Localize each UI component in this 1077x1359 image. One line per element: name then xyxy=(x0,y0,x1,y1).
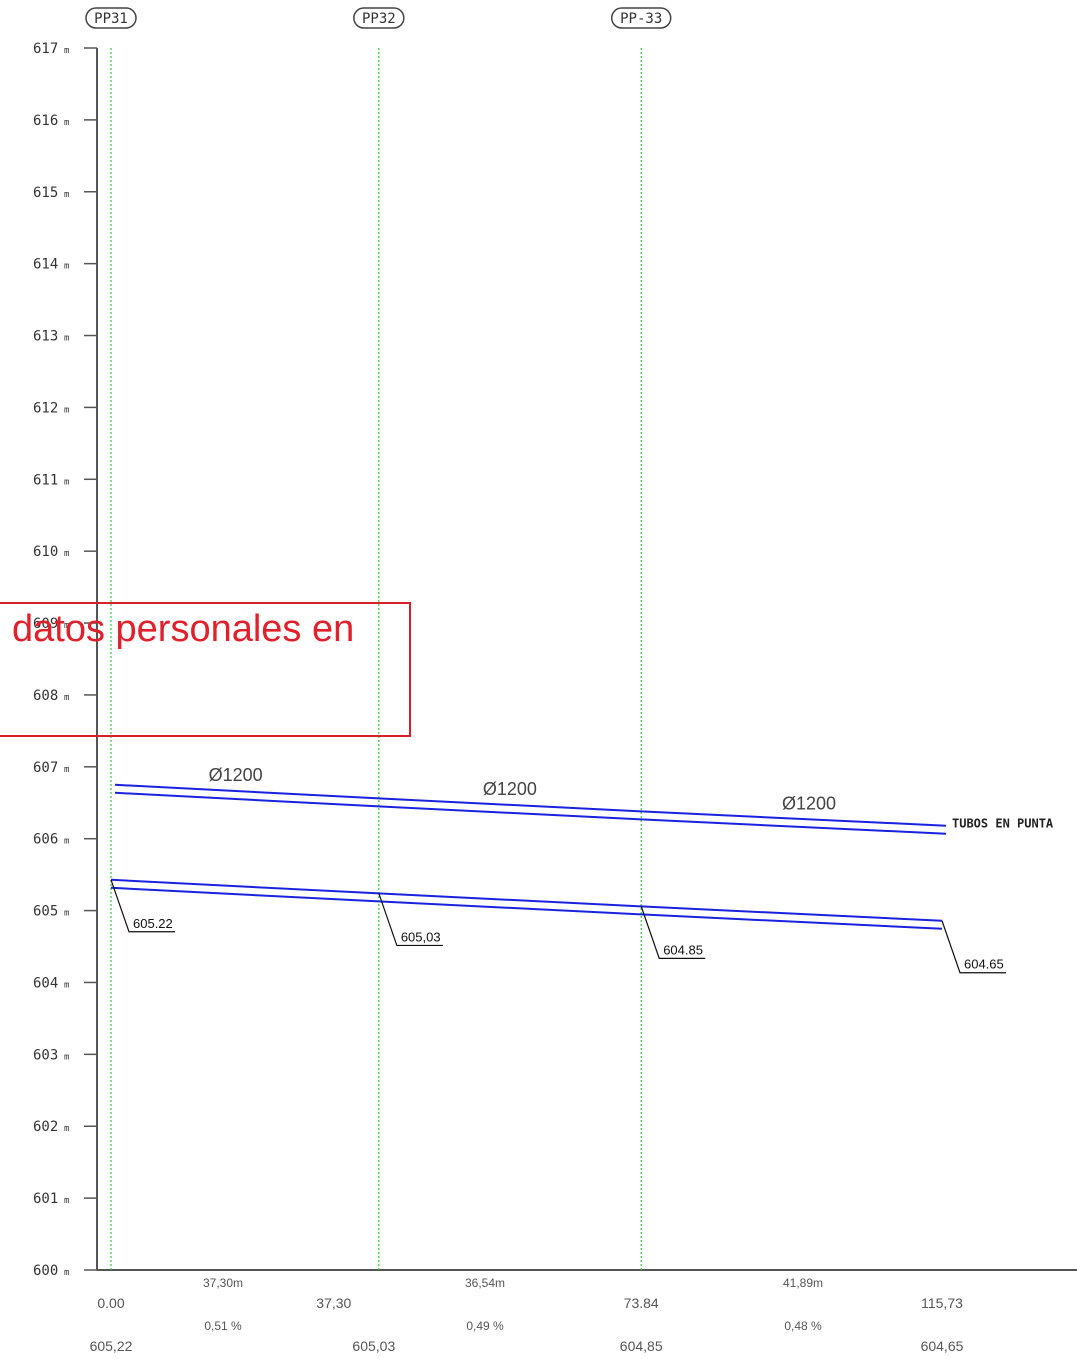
y-tick-label: 614 xyxy=(33,257,58,273)
y-tick-label: 607 xyxy=(33,760,58,776)
y-tick-unit: m xyxy=(64,477,69,487)
y-tick-unit: m xyxy=(64,765,69,775)
y-tick-label: 612 xyxy=(33,400,58,416)
y-tick-unit: m xyxy=(64,405,69,415)
invert-leader xyxy=(941,920,1006,974)
invert-leader xyxy=(640,906,706,959)
y-tick-unit: m xyxy=(64,837,69,847)
pipe-labels: 605.22 605,03 604.85 604.65 Ø1200 Ø1200 Ø1200 T… xyxy=(110,765,1054,974)
invert-label: 605,03 xyxy=(401,929,441,944)
pipe-lines xyxy=(110,783,947,930)
node-tag-frame xyxy=(610,7,672,29)
y-tick-label: 616 xyxy=(33,113,58,129)
y-tick-unit: m xyxy=(64,262,69,272)
y-tick-unit: m xyxy=(64,549,69,559)
y-tick-label: 600 xyxy=(33,1263,58,1279)
y-tick-unit: m xyxy=(64,693,69,703)
invert-label: 604.65 xyxy=(964,957,1004,972)
elevation-label: 605,22 xyxy=(90,1338,133,1354)
y-tick-unit: m xyxy=(64,980,69,990)
invert-leader xyxy=(110,879,175,933)
chainage-label: 73.84 xyxy=(624,1295,659,1311)
y-tick-unit: m xyxy=(64,1196,69,1206)
y-tick-label: 605 xyxy=(33,904,58,920)
pipe-crown-inner-line xyxy=(114,791,947,835)
segment-length-label: 36,54m xyxy=(465,1276,505,1290)
y-tick-unit: m xyxy=(64,334,69,344)
diameter-label: Ø1200 xyxy=(483,779,537,799)
invert-label: 604.85 xyxy=(663,942,703,957)
slope-label: 0,48 % xyxy=(784,1319,822,1333)
slope-label: 0,51 % xyxy=(204,1319,242,1333)
y-tick-label: 613 xyxy=(33,329,58,345)
y-tick-label: 603 xyxy=(33,1047,58,1063)
node-tag: PP31 xyxy=(94,11,128,27)
node-tag: PP-33 xyxy=(620,11,662,27)
y-tick-label: 608 xyxy=(33,688,58,704)
y-tick-label: 602 xyxy=(33,1119,58,1135)
invert-label: 605.22 xyxy=(133,916,173,931)
elevation-label: 605,03 xyxy=(352,1338,395,1354)
redaction-text: datos personales en xyxy=(12,608,355,650)
y-tick-unit: m xyxy=(64,1268,69,1278)
y-tick-label: 609 xyxy=(33,616,58,632)
diameter-label: Ø1200 xyxy=(782,793,836,813)
elevation-label: 604,85 xyxy=(620,1338,663,1354)
data-table: 0.00 37,30 73.84 115,73 605,22 605,03 604,85 60… xyxy=(90,1276,964,1354)
segment-length-label: 41,89m xyxy=(783,1276,823,1290)
pipe-crown-line xyxy=(114,783,947,827)
invert-leader xyxy=(378,893,443,947)
y-tick-unit: m xyxy=(64,909,69,919)
y-tick-label: 601 xyxy=(33,1191,58,1207)
y-tick-unit: m xyxy=(64,621,69,631)
y-tick-unit: m xyxy=(64,118,69,128)
node-tag: PP32 xyxy=(362,11,396,27)
diameter-label: Ø1200 xyxy=(209,765,263,785)
segment-length-label: 37,30m xyxy=(203,1276,243,1290)
pipe-invert-inner-line xyxy=(110,886,943,930)
pipe-invert-line xyxy=(110,878,943,922)
y-tick-label: 606 xyxy=(33,832,58,848)
redaction-box: datos personales en xyxy=(0,602,411,737)
chainage-label: 0.00 xyxy=(97,1295,124,1311)
y-tick-label: 610 xyxy=(33,544,58,560)
y-tick-unit: m xyxy=(64,190,69,200)
y-tick-label: 617 xyxy=(33,41,58,57)
y-tick-unit: m xyxy=(64,46,69,56)
node-tag-frame xyxy=(353,7,405,29)
y-tick-label: 615 xyxy=(33,185,58,201)
slope-label: 0,49 % xyxy=(466,1319,504,1333)
y-tick-unit: m xyxy=(64,1052,69,1062)
y-axis: 617 m 616 m 615 m 614 m 613 m 612 m 611 m 610 m 609 m 608 m… xyxy=(33,41,1077,1279)
y-tick-unit: m xyxy=(64,1124,69,1134)
node-gridlines: PP31 PP32 PP-33 xyxy=(85,7,672,1270)
y-tick-label: 611 xyxy=(33,472,58,488)
pipe-note: TUBOS EN PUNTA xyxy=(952,817,1054,831)
chainage-label: 37,30 xyxy=(316,1295,351,1311)
elevation-label: 604,65 xyxy=(921,1338,964,1354)
y-tick-label: 604 xyxy=(33,975,58,991)
node-tag-frame xyxy=(85,7,137,29)
chainage-label: 115,73 xyxy=(921,1295,963,1311)
